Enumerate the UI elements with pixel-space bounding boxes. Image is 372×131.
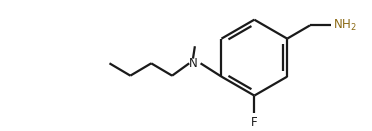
Text: N: N <box>189 57 198 70</box>
Text: F: F <box>251 116 258 129</box>
Text: NH$_2$: NH$_2$ <box>333 18 356 33</box>
